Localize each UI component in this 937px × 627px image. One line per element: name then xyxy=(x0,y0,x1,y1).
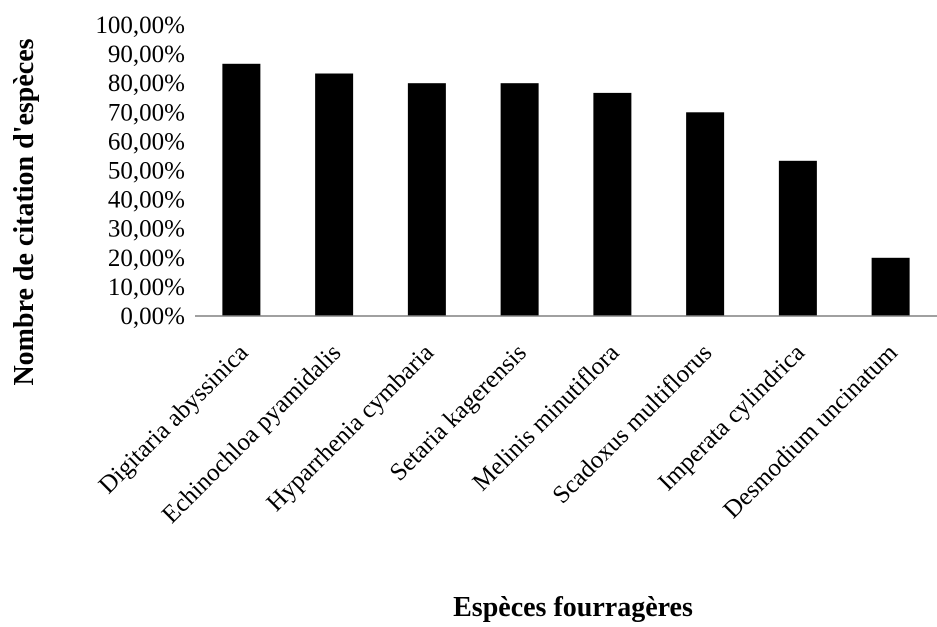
x-tick-label: Desmodium uncinatum xyxy=(718,339,903,524)
y-tick-label: 60,00% xyxy=(108,128,185,155)
y-tick-label: 50,00% xyxy=(108,158,185,185)
y-tick-label: 40,00% xyxy=(108,187,185,214)
y-axis-title-group: Nombre de citation d'espèces xyxy=(9,38,40,385)
bar xyxy=(222,63,261,316)
y-tick-label: 70,00% xyxy=(108,99,185,126)
bar xyxy=(778,160,817,316)
bars xyxy=(222,63,910,317)
bar xyxy=(871,257,910,316)
x-tick-label: Echinochloa pyamidalis xyxy=(157,339,346,528)
y-axis-title: Nombre de citation d'espèces xyxy=(9,38,40,385)
bar xyxy=(593,92,632,317)
x-axis-title: Espèces fourragères xyxy=(453,592,693,623)
y-tick-label: 10,00% xyxy=(108,274,185,301)
y-tick-label: 90,00% xyxy=(108,41,185,68)
x-tick-label: Digitaria abyssinica xyxy=(94,339,254,499)
y-tick-label: 100,00% xyxy=(95,12,185,39)
y-tick-label: 80,00% xyxy=(108,70,185,97)
y-tick-label: 20,00% xyxy=(108,245,185,272)
bar xyxy=(407,83,446,316)
x-tick-label: Scadoxus multiflorus xyxy=(548,339,718,509)
y-tick-label: 30,00% xyxy=(108,216,185,243)
y-axis-ticks: 0,00%10,00%20,00%30,00%40,00%50,00% 60,00… xyxy=(95,12,185,330)
bar xyxy=(686,112,725,316)
y-tick-label: 0,00% xyxy=(120,303,185,330)
bar xyxy=(500,83,539,316)
x-tick-label: Hyparrhenia cymbaria xyxy=(261,339,439,517)
bar xyxy=(315,73,354,316)
